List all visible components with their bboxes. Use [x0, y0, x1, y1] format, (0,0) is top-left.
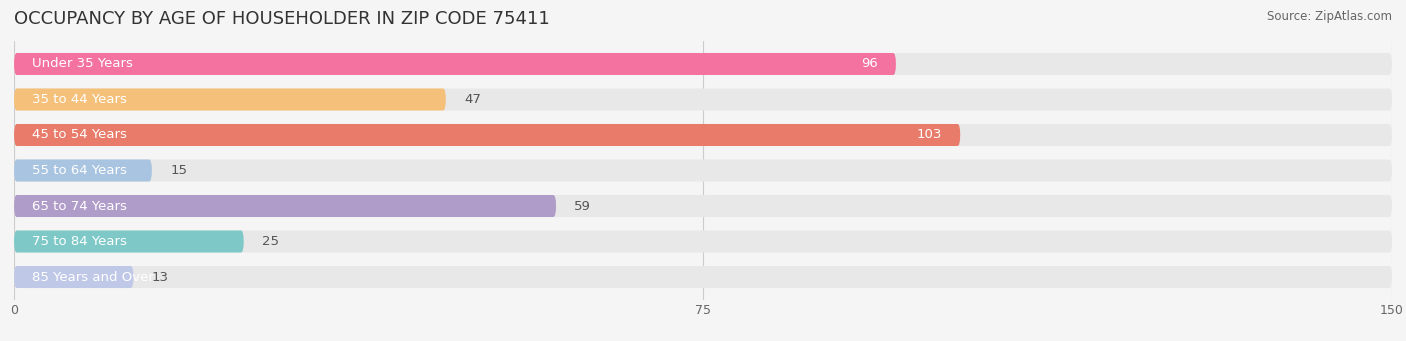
Text: Source: ZipAtlas.com: Source: ZipAtlas.com [1267, 10, 1392, 23]
Text: 35 to 44 Years: 35 to 44 Years [32, 93, 128, 106]
Text: 59: 59 [575, 199, 592, 212]
FancyBboxPatch shape [14, 124, 960, 146]
FancyBboxPatch shape [14, 89, 446, 110]
FancyBboxPatch shape [14, 53, 896, 75]
Text: 45 to 54 Years: 45 to 54 Years [32, 129, 128, 142]
FancyBboxPatch shape [14, 53, 1392, 75]
Text: 55 to 64 Years: 55 to 64 Years [32, 164, 128, 177]
Text: 47: 47 [464, 93, 481, 106]
FancyBboxPatch shape [14, 195, 1392, 217]
Text: 85 Years and Over: 85 Years and Over [32, 270, 155, 283]
Text: 15: 15 [170, 164, 187, 177]
Text: Under 35 Years: Under 35 Years [32, 58, 134, 71]
Text: 13: 13 [152, 270, 169, 283]
FancyBboxPatch shape [14, 266, 134, 288]
Text: 75 to 84 Years: 75 to 84 Years [32, 235, 128, 248]
Text: 25: 25 [262, 235, 278, 248]
FancyBboxPatch shape [14, 231, 1392, 252]
FancyBboxPatch shape [14, 231, 243, 252]
FancyBboxPatch shape [14, 124, 1392, 146]
FancyBboxPatch shape [14, 195, 555, 217]
FancyBboxPatch shape [14, 266, 1392, 288]
Text: OCCUPANCY BY AGE OF HOUSEHOLDER IN ZIP CODE 75411: OCCUPANCY BY AGE OF HOUSEHOLDER IN ZIP C… [14, 10, 550, 28]
Text: 65 to 74 Years: 65 to 74 Years [32, 199, 128, 212]
Text: 103: 103 [917, 129, 942, 142]
FancyBboxPatch shape [14, 89, 1392, 110]
FancyBboxPatch shape [14, 160, 1392, 181]
Text: 96: 96 [860, 58, 877, 71]
FancyBboxPatch shape [14, 160, 152, 181]
